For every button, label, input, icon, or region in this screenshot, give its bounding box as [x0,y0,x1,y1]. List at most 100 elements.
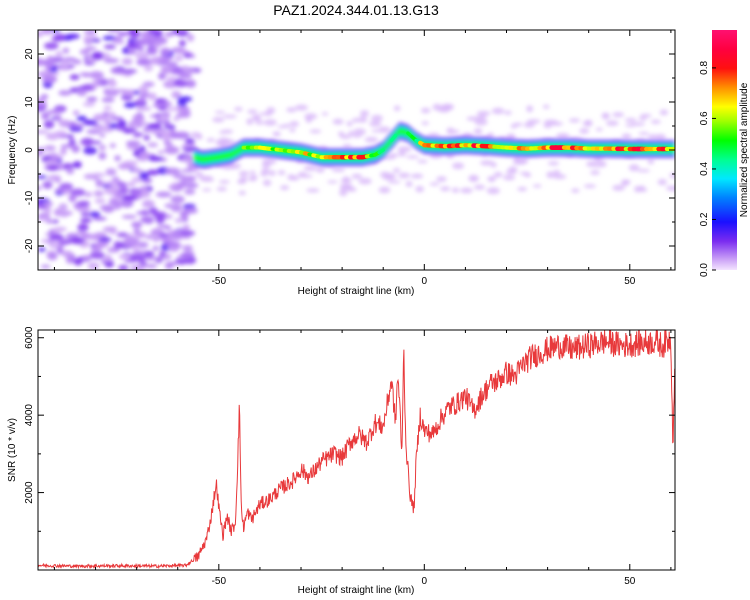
noise-speckle [67,134,74,139]
ridge-haze [339,134,352,139]
ridge-haze [260,171,268,177]
noise-speckle [174,49,189,55]
noise-speckle [98,152,107,160]
ridge-haze [612,184,625,191]
spectrogram-xlabel: Height of straight line (km) [298,286,415,297]
snr-xtick-label: 50 [624,576,636,587]
noise-speckle [181,230,191,238]
spectrogram-ylabel: Frequency (Hz) [7,116,18,185]
ridge-haze [387,180,401,184]
ridge-haze [508,166,518,173]
ridge-haze [552,169,561,176]
ridge-haze [657,179,667,186]
noise-speckle [79,72,92,77]
noise-speckle [87,261,100,270]
colorbar-tick-label: 0.2 [699,212,710,226]
noise-speckle [105,168,117,176]
spectrogram-axes: -50 0 50 -20 -10 0 10 20 [24,29,675,287]
noise-speckle [184,188,196,195]
ridge-haze [289,121,300,127]
noise-speckle [141,199,155,209]
ridge-haze [583,184,597,189]
noise-speckle [169,129,176,133]
spectrogram-plot-area [38,30,675,270]
colorbar-label: Normalized spectral amplitude [739,82,750,217]
noise-speckle [90,172,106,178]
noise-speckle [149,256,159,261]
noise-speckle [91,51,104,60]
noise-speckle [83,30,97,35]
noise-speckle [118,253,130,260]
colorbar-gradient [712,30,737,270]
ridge-haze [379,171,391,178]
noise-speckle [147,142,159,148]
ridge-haze [306,188,320,193]
noise-speckle [130,264,146,270]
noise-speckle [116,181,128,188]
snr-axes: -50 0 50 2000 4000 6000 [24,326,675,587]
noise-speckle [173,173,186,180]
noise-speckle [108,123,119,129]
ridge-haze [420,107,431,114]
noise-speckle [54,188,64,194]
ridge-haze [214,110,226,114]
noise-speckle [178,72,192,79]
ridge-haze [487,176,497,181]
noise-speckle [157,224,169,229]
ridge-haze [219,180,230,184]
ridge-haze [504,110,512,115]
noise-speckle [38,30,44,38]
noise-speckle [90,247,102,253]
snr-panel: -50 0 50 2000 4000 6000 Height of straight li… [7,326,676,596]
ridge-haze [647,158,655,165]
noise-speckle [62,47,70,54]
ridge-haze [351,173,363,179]
ridge-haze [289,128,296,133]
noise-speckle [117,119,127,128]
ridge-haze [486,187,500,195]
snr-ytick-label: 4000 [24,404,35,427]
colorbar: 0.0 0.2 0.4 0.6 0.8 Normalized spectral ampl… [699,30,750,277]
noise-speckle [136,58,151,66]
ridge-haze [595,127,603,132]
noise-speckle [147,30,158,35]
ridge-haze [295,104,308,111]
noise-speckle [166,76,178,82]
noise-speckle [174,55,184,62]
ridge-haze [342,144,352,148]
noise-speckle [132,166,139,173]
ridge-haze [255,120,265,125]
ridge-haze [542,104,550,109]
noise-speckle [78,85,94,90]
noise-speckle [143,134,150,141]
ridge-haze [353,128,366,136]
noise-speckle [46,55,55,63]
noise-speckle [82,101,96,107]
spectrogram-ytick-label: -20 [24,238,35,253]
noise-speckle [80,212,92,217]
spectrogram-panel: -50 0 50 -20 -10 0 10 20 Height of straight lin… [7,29,676,297]
ridge-haze [397,146,412,153]
ridge-haze [666,185,675,191]
ridge-haze [546,171,554,179]
noise-speckle [56,246,64,255]
noise-speckle [38,130,49,134]
ridge-haze [305,116,312,123]
noise-speckle [99,133,106,138]
noise-speckle [58,203,68,211]
noise-speckle [139,171,149,180]
colorbar-tick-label: 0.6 [699,111,710,125]
noise-speckle [73,123,86,128]
noise-speckle [58,239,67,247]
ridge-haze [398,172,411,179]
ridge-haze [262,179,272,187]
noise-speckle [72,110,80,116]
noise-speckle [79,218,92,223]
noise-speckle [135,106,152,111]
noise-speckle [46,164,60,171]
noise-speckle [76,200,89,208]
noise-speckle [145,234,154,240]
noise-speckle [99,204,116,211]
ridge-haze [556,133,570,140]
ridge-haze [579,128,590,134]
